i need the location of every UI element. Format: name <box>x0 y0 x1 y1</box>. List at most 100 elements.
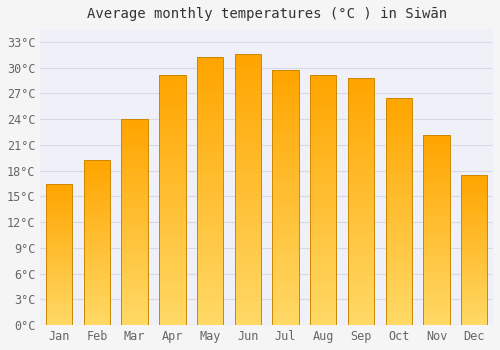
Bar <box>348 183 374 186</box>
Bar <box>197 281 224 285</box>
Bar <box>84 218 110 220</box>
Bar <box>159 319 186 322</box>
Bar <box>348 78 374 325</box>
Bar <box>310 225 336 228</box>
Bar <box>159 90 186 93</box>
Bar <box>234 125 261 128</box>
Bar <box>386 152 412 155</box>
Bar <box>159 181 186 184</box>
Bar <box>122 219 148 222</box>
Bar <box>197 218 224 221</box>
Bar <box>424 189 450 192</box>
Bar <box>234 200 261 203</box>
Bar <box>84 249 110 251</box>
Bar <box>424 204 450 206</box>
Bar <box>272 191 299 195</box>
Bar <box>386 294 412 297</box>
Bar <box>386 262 412 266</box>
Bar <box>272 147 299 150</box>
Bar <box>197 285 224 288</box>
Bar <box>310 78 336 81</box>
Bar <box>46 193 72 194</box>
Bar <box>461 271 487 273</box>
Bar <box>348 186 374 189</box>
Bar <box>461 276 487 278</box>
Bar <box>386 169 412 172</box>
Bar <box>424 201 450 204</box>
Bar <box>386 234 412 237</box>
Bar <box>272 89 299 92</box>
Bar <box>348 152 374 155</box>
Bar <box>461 256 487 258</box>
Bar <box>197 188 224 191</box>
Bar <box>84 282 110 284</box>
Bar <box>461 273 487 274</box>
Bar <box>461 316 487 318</box>
Bar <box>461 269 487 271</box>
Bar <box>272 319 299 322</box>
Bar <box>197 224 224 228</box>
Bar <box>159 159 186 162</box>
Bar <box>386 243 412 246</box>
Bar <box>461 192 487 194</box>
Bar <box>122 268 148 271</box>
Bar <box>310 131 336 134</box>
Bar <box>197 248 224 251</box>
Bar <box>272 83 299 86</box>
Bar <box>197 70 224 73</box>
Bar <box>348 316 374 319</box>
Bar <box>46 230 72 231</box>
Bar <box>234 196 261 200</box>
Bar <box>122 215 148 217</box>
Bar <box>234 254 261 257</box>
Bar <box>348 288 374 291</box>
Bar <box>386 251 412 254</box>
Bar <box>122 147 148 150</box>
Bar <box>197 234 224 238</box>
Bar <box>272 169 299 172</box>
Bar <box>424 137 450 139</box>
Bar <box>424 268 450 271</box>
Bar <box>424 244 450 247</box>
Bar <box>159 187 186 190</box>
Bar <box>197 322 224 325</box>
Bar <box>310 147 336 150</box>
Bar <box>84 197 110 199</box>
Bar <box>386 211 412 214</box>
Bar <box>272 214 299 217</box>
Bar <box>386 268 412 271</box>
Bar <box>310 244 336 247</box>
Bar <box>424 151 450 154</box>
Bar <box>197 60 224 63</box>
Bar <box>46 212 72 214</box>
Bar <box>84 304 110 307</box>
Bar <box>46 237 72 238</box>
Bar <box>122 132 148 135</box>
Bar <box>197 221 224 224</box>
Bar <box>272 105 299 108</box>
Bar <box>197 201 224 204</box>
Bar <box>84 292 110 294</box>
Bar <box>310 75 336 78</box>
Bar <box>272 233 299 236</box>
Bar <box>310 197 336 200</box>
Bar <box>348 300 374 303</box>
Bar <box>272 322 299 325</box>
Bar <box>84 175 110 177</box>
Bar <box>197 305 224 308</box>
Bar <box>234 94 261 98</box>
Bar <box>424 225 450 228</box>
Bar <box>310 112 336 115</box>
Bar <box>159 103 186 106</box>
Bar <box>46 279 72 281</box>
Bar <box>348 276 374 279</box>
Bar <box>386 98 412 100</box>
Bar <box>386 257 412 260</box>
Bar <box>122 248 148 251</box>
Bar <box>122 256 148 258</box>
Bar <box>348 171 374 174</box>
Bar <box>310 121 336 125</box>
Bar <box>310 300 336 303</box>
Bar <box>348 298 374 300</box>
Bar <box>348 310 374 313</box>
